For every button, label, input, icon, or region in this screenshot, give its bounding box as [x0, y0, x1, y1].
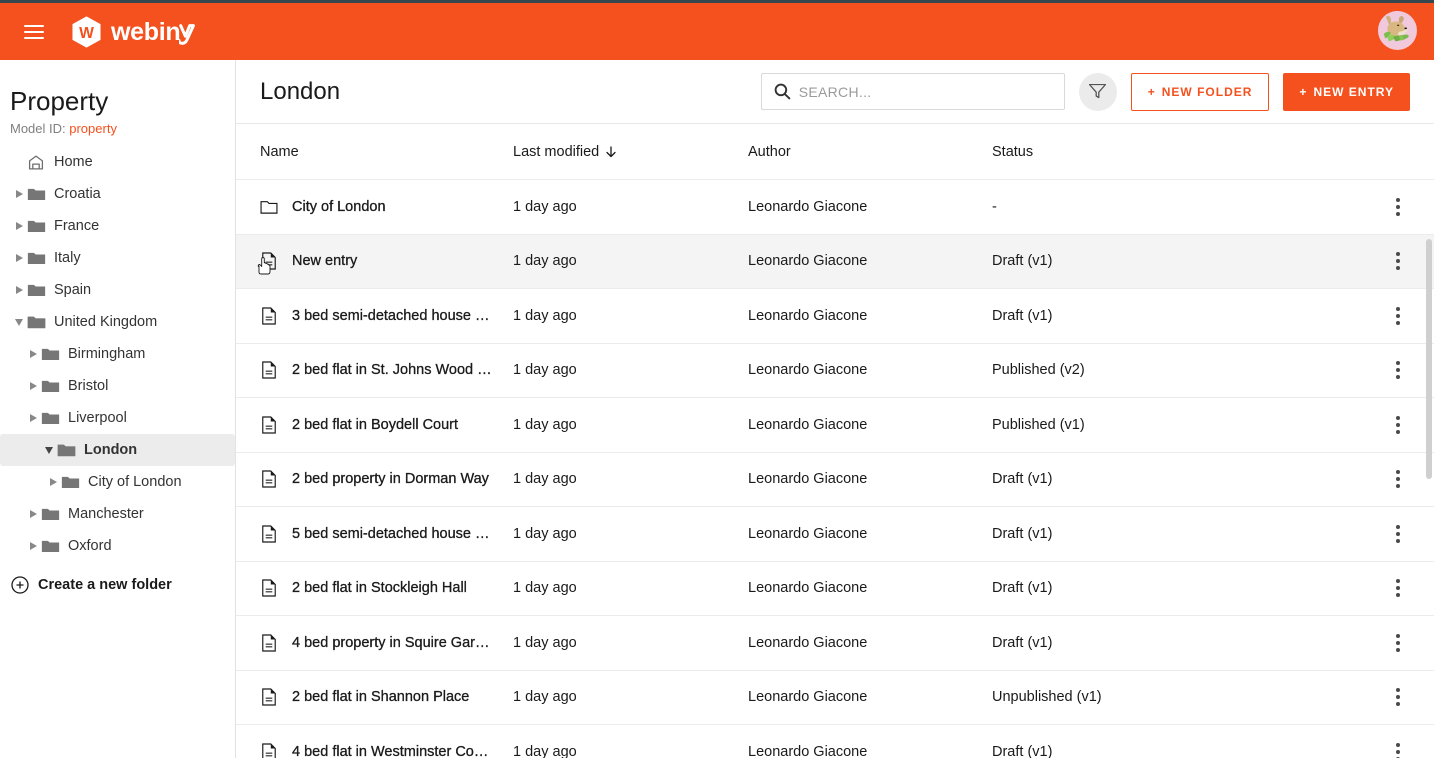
svg-text:W: W: [79, 24, 94, 41]
